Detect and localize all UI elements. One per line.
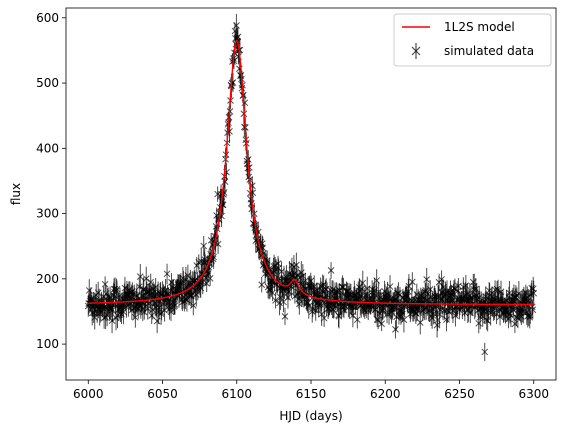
legend-data-label: simulated data <box>444 44 534 58</box>
data-point <box>353 310 361 329</box>
data-point <box>481 342 489 362</box>
data-point <box>272 292 279 309</box>
y-axis-ticks: 100 200 300 400 500 600 <box>36 11 66 351</box>
data-point <box>214 234 222 254</box>
legend-model-label: 1L2S model <box>444 20 515 34</box>
x-tick-label: 6000 <box>73 387 104 401</box>
model-curve <box>88 39 534 306</box>
data-point <box>475 313 483 334</box>
data-point <box>392 320 399 339</box>
x-tick-label: 6300 <box>518 387 549 401</box>
data-point <box>136 263 144 290</box>
x-tick-label: 6200 <box>370 387 401 401</box>
data-point <box>113 280 121 298</box>
data-point <box>135 278 143 295</box>
data-point <box>511 314 519 333</box>
data-point <box>327 262 335 279</box>
x-axis-ticks: 6000 6050 6100 6150 6200 6250 6300 <box>73 380 549 401</box>
data-point <box>101 276 109 292</box>
data-point <box>271 256 279 275</box>
y-tick-label: 100 <box>36 337 59 351</box>
data-point <box>281 307 289 325</box>
x-tick-label: 6250 <box>444 387 475 401</box>
data-point <box>258 276 266 293</box>
data-point <box>530 280 538 306</box>
data-point <box>266 258 273 279</box>
data-points-layer <box>84 13 538 362</box>
data-point <box>148 306 156 325</box>
data-point <box>163 263 171 284</box>
y-tick-label: 600 <box>36 11 59 25</box>
data-point <box>158 304 165 321</box>
data-point <box>359 270 367 296</box>
y-tick-label: 500 <box>36 76 59 90</box>
y-tick-label: 200 <box>36 272 59 286</box>
data-point <box>405 274 413 299</box>
y-tick-label: 300 <box>36 207 59 221</box>
data-point <box>189 295 197 316</box>
data-point <box>408 272 416 292</box>
legend: 1L2S model simulated data <box>393 13 552 67</box>
legend-box <box>393 13 552 67</box>
data-point <box>386 275 394 298</box>
legend-data-swatch <box>411 43 421 59</box>
y-axis-label: flux <box>9 183 23 205</box>
data-point <box>206 270 214 286</box>
x-tick-label: 6150 <box>296 387 327 401</box>
data-point <box>305 293 313 319</box>
data-point <box>423 267 431 292</box>
y-tick-label: 400 <box>36 141 59 155</box>
x-axis-label: HJD (days) <box>279 409 342 423</box>
x-tick-label: 6100 <box>221 387 252 401</box>
x-tick-label: 6050 <box>147 387 178 401</box>
